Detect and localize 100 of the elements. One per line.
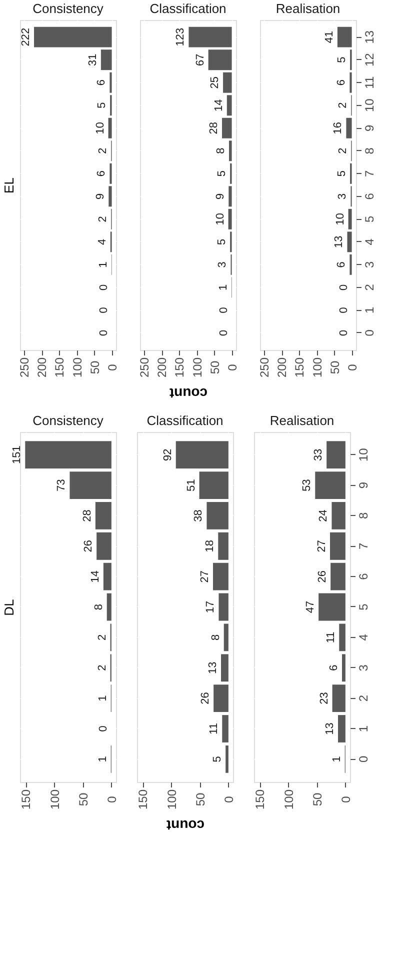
data-label: 11: [325, 632, 338, 644]
y-tick-label: 7: [362, 170, 376, 177]
x-tick-label: 150: [172, 357, 187, 378]
data-label: 0: [218, 330, 230, 336]
x-axis-title: count: [169, 386, 208, 402]
bar: [318, 593, 346, 621]
data-label: 13: [324, 722, 336, 735]
data-label: 26: [200, 692, 212, 704]
x-tick-label: 0: [338, 796, 353, 803]
bar: [213, 562, 228, 590]
data-label: 25: [209, 76, 222, 89]
y-tick-label: 2: [356, 694, 370, 702]
bar: [108, 118, 112, 138]
x-tick-label: 150: [136, 789, 150, 810]
data-label: 5: [96, 102, 108, 108]
bar: [228, 208, 232, 230]
x-tick-label: 50: [88, 360, 102, 374]
bar: [188, 26, 232, 48]
bar: [332, 684, 346, 712]
y-tick-label: 9: [356, 482, 370, 489]
x-tick-label: 100: [310, 357, 324, 378]
data-label: 8: [214, 148, 227, 154]
bar: [226, 95, 232, 116]
data-label: 3: [216, 262, 229, 268]
bar: [103, 562, 112, 590]
data-label: 14: [212, 99, 225, 112]
data-label: 13: [333, 236, 346, 248]
bar: [338, 715, 346, 742]
x-tick-label: 0: [345, 364, 360, 371]
data-label: 6: [336, 262, 348, 268]
y-tick-label: 4: [356, 634, 370, 641]
bar: [337, 26, 352, 48]
x-tick-label: 100: [282, 789, 296, 810]
bar: [326, 441, 346, 469]
data-label: 1: [96, 695, 109, 702]
chart-title: Consistency: [32, 413, 104, 428]
data-label: 222: [20, 28, 32, 46]
y-tick-label: 4: [362, 238, 376, 246]
chart-title: Classification: [150, 1, 226, 16]
y-tick-label: 13: [362, 30, 376, 44]
data-label: 1: [97, 262, 110, 268]
bar: [342, 654, 346, 682]
data-label: 0: [97, 726, 110, 732]
chart-title: Consistency: [32, 1, 104, 16]
x-tick-label: 100: [164, 789, 179, 810]
x-axis-title: count: [166, 818, 205, 834]
data-label: 3: [336, 193, 349, 200]
x-tick-label: 50: [193, 792, 208, 806]
bar: [332, 502, 346, 530]
y-tick-label: 3: [356, 664, 370, 672]
bar: [348, 208, 352, 230]
data-label: 2: [337, 148, 350, 154]
bar: [214, 684, 228, 712]
data-label: 1: [96, 756, 109, 762]
data-label: 14: [89, 570, 102, 583]
y-tick-label: 5: [356, 603, 370, 610]
bar: [330, 532, 346, 560]
data-label: 51: [185, 479, 198, 492]
data-label: 2: [96, 634, 108, 640]
data-label: 9: [94, 193, 107, 200]
data-label: 26: [82, 540, 95, 552]
x-tick-label: 150: [253, 789, 268, 810]
y-tick-label: 10: [362, 98, 376, 112]
chart-title: Realisation: [270, 413, 334, 428]
x-tick-label: 0: [225, 364, 240, 371]
x-tick-label: 50: [208, 360, 222, 374]
y-tick-label: 5: [362, 215, 376, 222]
x-tick-label: 150: [292, 357, 307, 378]
x-tick-label: 50: [328, 360, 342, 374]
x-tick-label: 250: [258, 357, 272, 378]
chart-title: Classification: [146, 413, 224, 428]
bar: [70, 472, 112, 499]
x-tick-label: 150: [52, 357, 67, 378]
data-label: 1: [330, 756, 343, 762]
y-tick-label: 11: [362, 76, 376, 89]
data-label: 24: [318, 510, 330, 522]
y-axis-title: DL: [2, 599, 16, 616]
data-label: 27: [199, 570, 211, 583]
bar: [218, 593, 228, 621]
data-label: 28: [81, 510, 94, 522]
y-tick-label: 0: [356, 756, 370, 763]
data-label: 6: [336, 80, 348, 86]
data-label: 10: [334, 213, 346, 226]
y-tick-label: 7: [356, 542, 370, 550]
bar: [228, 140, 232, 162]
data-label: 151: [11, 446, 24, 464]
data-label: 41: [323, 30, 336, 44]
data-label: 6: [328, 664, 340, 671]
data-label: 53: [301, 479, 314, 492]
y-tick-label: 8: [356, 512, 370, 520]
y-tick-label: 1: [356, 725, 370, 732]
data-label: 9: [214, 193, 227, 200]
bar: [95, 502, 112, 530]
data-label: 73: [56, 479, 68, 492]
data-label: 6: [96, 170, 108, 177]
x-tick-label: 0: [104, 796, 119, 803]
data-label: 28: [208, 122, 220, 134]
x-tick-label: 50: [76, 792, 90, 806]
bar: [222, 715, 228, 742]
bar: [228, 186, 232, 207]
